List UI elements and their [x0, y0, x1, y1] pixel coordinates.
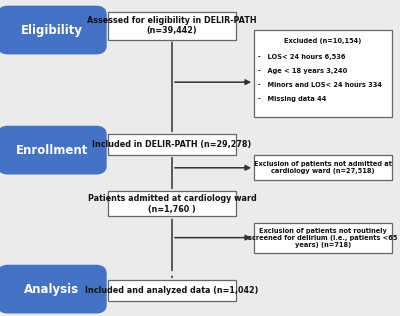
FancyBboxPatch shape: [254, 30, 392, 117]
FancyBboxPatch shape: [0, 126, 106, 174]
Text: Included and analyzed data (n=1,042): Included and analyzed data (n=1,042): [85, 286, 259, 295]
Text: Exclusion of patients not admitted at
cardiology ward (n=27,518): Exclusion of patients not admitted at ca…: [254, 161, 392, 174]
Text: Assessed for eligibility in DELIR-PATH
(n=39,442): Assessed for eligibility in DELIR-PATH (…: [87, 16, 257, 35]
FancyBboxPatch shape: [254, 155, 392, 180]
FancyBboxPatch shape: [0, 265, 106, 313]
FancyBboxPatch shape: [254, 223, 392, 253]
Text: -   LOS< 24 hours 6,536

-   Age < 18 years 3,240

-   Minors and LOS< 24 hours : - LOS< 24 hours 6,536 - Age < 18 years 3…: [258, 47, 382, 102]
Text: Excluded (n=10,154): Excluded (n=10,154): [284, 38, 362, 44]
Text: Eligibility: Eligibility: [21, 23, 83, 37]
FancyBboxPatch shape: [108, 12, 236, 40]
Text: Analysis: Analysis: [24, 283, 80, 296]
FancyBboxPatch shape: [108, 280, 236, 301]
Text: Exclusion of patients not routinely
screened for delirium (i.e., patients <65
ye: Exclusion of patients not routinely scre…: [248, 228, 398, 248]
FancyBboxPatch shape: [108, 191, 236, 216]
Text: Included in DELIR-PATH (n=29,278): Included in DELIR-PATH (n=29,278): [92, 140, 252, 149]
FancyBboxPatch shape: [108, 134, 236, 155]
Text: Patients admitted at cardiology ward
(n=1,760 ): Patients admitted at cardiology ward (n=…: [88, 194, 256, 214]
Text: Enrollment: Enrollment: [16, 143, 88, 157]
FancyBboxPatch shape: [0, 6, 106, 54]
